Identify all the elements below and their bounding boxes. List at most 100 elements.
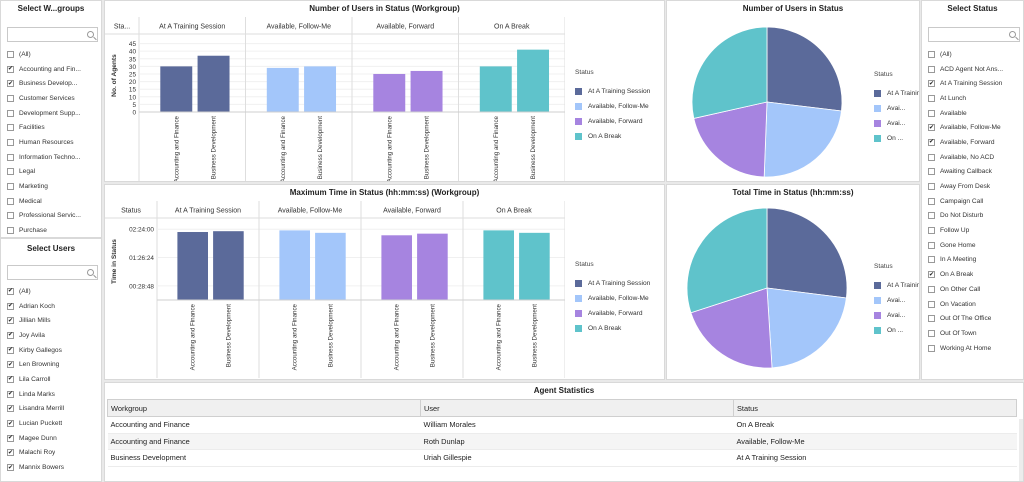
filter-item[interactable]: Do Not Disturb (928, 209, 1021, 224)
legend-item[interactable]: Avai... (874, 293, 919, 308)
filter-item[interactable]: Development Supp... (7, 106, 99, 121)
pie-slice[interactable] (766, 26, 843, 112)
table-scrollbar[interactable] (1019, 419, 1023, 481)
checked-checkbox[interactable]: ✔ (7, 390, 14, 398)
checkbox[interactable] (7, 153, 14, 161)
filter-item[interactable]: ✔ Mannix Bowers (7, 460, 99, 475)
filter-item[interactable]: ✔ Len Browning (7, 357, 99, 372)
filter-item[interactable]: Awaiting Callback (928, 165, 1021, 180)
checked-checkbox[interactable]: ✔ (7, 375, 14, 383)
table-row[interactable]: Accounting and Finance Roth Dunlap Availab… (107, 433, 1017, 450)
checked-checkbox[interactable]: ✔ (928, 138, 935, 146)
checked-checkbox[interactable]: ✔ (928, 271, 935, 279)
bar[interactable] (417, 233, 448, 300)
filter-item[interactable]: ✔ Lila Carroll (7, 372, 99, 387)
column-header-user[interactable]: User (420, 399, 734, 417)
checkbox[interactable] (928, 227, 935, 235)
checked-checkbox[interactable]: ✔ (928, 124, 935, 132)
filter-item[interactable]: ✔ Kirby Gallegos (7, 343, 99, 358)
filter-item[interactable]: Professional Servic... (7, 209, 99, 224)
checkbox[interactable] (928, 109, 935, 117)
legend-item[interactable]: Available, Forward (575, 114, 650, 129)
checked-checkbox[interactable]: ✔ (7, 464, 14, 472)
filter-item[interactable]: Out Of The Office (928, 311, 1021, 326)
legend-item[interactable]: Avai... (874, 116, 919, 131)
checkbox[interactable] (928, 168, 935, 176)
checkbox[interactable] (7, 197, 14, 205)
status-search-input[interactable] (928, 27, 1020, 42)
bar[interactable] (410, 70, 443, 112)
column-header-status[interactable]: Status (733, 399, 1017, 417)
pie-slice[interactable] (766, 287, 847, 369)
filter-item[interactable]: On Vacation (928, 297, 1021, 312)
checked-checkbox[interactable]: ✔ (7, 361, 14, 369)
checkbox[interactable] (928, 344, 935, 352)
checkbox[interactable] (7, 168, 14, 176)
filter-item[interactable]: ✔ At A Training Session (928, 76, 1021, 91)
checkbox[interactable] (7, 94, 14, 102)
filter-item[interactable]: Customer Services (7, 91, 99, 106)
bar[interactable] (381, 235, 412, 300)
checked-checkbox[interactable]: ✔ (7, 287, 14, 295)
bar[interactable] (266, 67, 299, 112)
checked-checkbox[interactable]: ✔ (7, 420, 14, 428)
filter-item[interactable]: Facilities (7, 120, 99, 135)
filter-item[interactable]: Working At Home (928, 341, 1021, 356)
filter-item[interactable]: Away From Desk (928, 179, 1021, 194)
bar[interactable] (483, 230, 514, 300)
checked-checkbox[interactable]: ✔ (7, 317, 14, 325)
checkbox[interactable] (928, 153, 935, 161)
checkbox[interactable] (928, 285, 935, 293)
pie-slice[interactable] (690, 287, 773, 369)
filter-item[interactable]: Out Of Town (928, 326, 1021, 341)
checked-checkbox[interactable]: ✔ (7, 346, 14, 354)
legend-item[interactable]: At A Training Session (874, 86, 919, 101)
filter-item[interactable]: ✔ Business Develop... (7, 76, 99, 91)
checkbox[interactable] (7, 212, 14, 220)
checkbox[interactable] (928, 50, 935, 58)
legend-item[interactable]: On A Break (575, 321, 650, 336)
checked-checkbox[interactable]: ✔ (928, 80, 935, 88)
legend-item[interactable]: Avai... (874, 308, 919, 323)
legend-item[interactable]: Avai... (874, 101, 919, 116)
bar[interactable] (517, 49, 550, 112)
checkbox[interactable] (7, 183, 14, 191)
filter-item[interactable]: Marketing (7, 179, 99, 194)
filter-item[interactable]: Medical (7, 194, 99, 209)
checkbox[interactable] (928, 241, 935, 249)
bar[interactable] (160, 66, 193, 112)
checked-checkbox[interactable]: ✔ (7, 434, 14, 442)
checked-checkbox[interactable]: ✔ (7, 449, 14, 457)
bar[interactable] (197, 55, 230, 112)
legend-item[interactable]: On ... (874, 131, 919, 146)
column-header-workgroup[interactable]: Workgroup (107, 399, 421, 417)
filter-item[interactable]: (All) (7, 47, 99, 62)
filter-item[interactable]: Available, No ACD (928, 150, 1021, 165)
filter-item[interactable]: At Lunch (928, 91, 1021, 106)
checkbox[interactable] (928, 315, 935, 323)
filter-item[interactable]: Human Resources (7, 135, 99, 150)
filter-item[interactable]: Legal (7, 165, 99, 180)
bar[interactable] (279, 230, 310, 300)
checkbox[interactable] (928, 65, 935, 73)
checked-checkbox[interactable]: ✔ (7, 405, 14, 413)
legend-item[interactable]: On ... (874, 323, 919, 338)
filter-item[interactable]: (All) (928, 47, 1021, 62)
checkbox[interactable] (928, 94, 935, 102)
checked-checkbox[interactable]: ✔ (7, 65, 14, 73)
checkbox[interactable] (928, 183, 935, 191)
checked-checkbox[interactable]: ✔ (7, 80, 14, 88)
filter-item[interactable]: ✔ Available, Follow-Me (928, 120, 1021, 135)
legend-item[interactable]: At A Training Session (874, 278, 919, 293)
filter-item[interactable]: ✔ Malachi Roy (7, 446, 99, 461)
filter-item[interactable]: ✔ Joy Avila (7, 328, 99, 343)
bar[interactable] (373, 73, 406, 112)
checked-checkbox[interactable]: ✔ (7, 302, 14, 310)
filter-item[interactable]: ✔ On A Break (928, 267, 1021, 282)
filter-item[interactable]: ✔ Available, Forward (928, 135, 1021, 150)
filter-item[interactable]: Purchase (7, 223, 99, 237)
bar[interactable] (519, 232, 550, 300)
pie-slice[interactable] (763, 101, 842, 178)
checked-checkbox[interactable]: ✔ (7, 331, 14, 339)
bar[interactable] (479, 66, 512, 112)
